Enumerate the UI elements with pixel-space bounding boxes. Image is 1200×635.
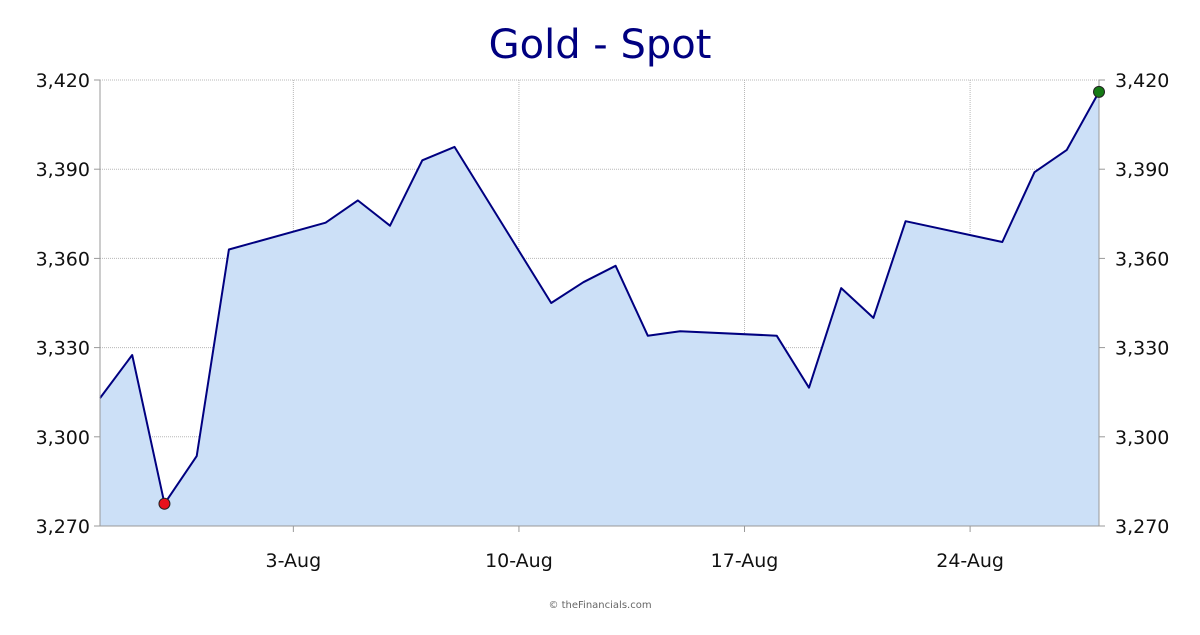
chart-title: Gold - Spot	[489, 22, 712, 68]
y-tick-label-left: 3,390	[36, 159, 90, 181]
y-tick-label-right: 3,270	[1115, 516, 1169, 538]
data-point	[421, 159, 423, 161]
x-tick-label: 17-Aug	[711, 550, 779, 572]
data-point	[808, 387, 810, 389]
y-tick-label-left: 3,330	[36, 338, 90, 360]
data-point	[228, 248, 230, 250]
data-point	[131, 354, 133, 356]
x-tick-label: 24-Aug	[936, 550, 1004, 572]
plot-frame	[94, 79, 1105, 532]
data-point	[550, 302, 552, 304]
data-point	[582, 281, 584, 283]
data-point	[325, 222, 327, 224]
data-point	[647, 335, 649, 337]
data-point	[1066, 149, 1068, 151]
high-marker	[1093, 85, 1105, 98]
credit-text: © theFinancials.com	[548, 600, 651, 611]
data-point	[615, 265, 617, 267]
y-tick-label-right: 3,300	[1115, 427, 1169, 449]
data-point	[357, 199, 359, 201]
data-point	[453, 146, 455, 148]
y-tick-label-left: 3,420	[36, 70, 90, 92]
series-area-fill	[100, 91, 1099, 527]
y-tick-label-left: 3,300	[36, 427, 90, 449]
area-fill-layer	[100, 91, 1099, 527]
marker-layer	[158, 85, 1105, 510]
data-point	[1034, 171, 1036, 173]
y-tick-label-left: 3,360	[36, 248, 90, 270]
y-tick-label-right: 3,420	[1115, 70, 1169, 92]
data-point	[196, 455, 198, 457]
data-point	[1001, 241, 1003, 243]
data-point	[679, 330, 681, 332]
x-tick-label: 3-Aug	[266, 550, 322, 572]
y-tick-label-left: 3,270	[36, 516, 90, 538]
data-point	[872, 317, 874, 319]
tick-label-layer: 3,270 3,270 3,300 3,300 3,330 3,330 3,360 3,360…	[36, 70, 1170, 572]
data-point	[905, 220, 907, 222]
y-tick-label-right: 3,390	[1115, 159, 1169, 181]
y-tick-label-right: 3,330	[1115, 338, 1169, 360]
x-tick-label: 10-Aug	[485, 550, 553, 572]
data-point	[389, 225, 391, 227]
y-tick-label-right: 3,360	[1115, 248, 1169, 270]
low-marker	[158, 497, 171, 510]
data-point	[776, 335, 778, 337]
series-line	[99, 91, 1100, 505]
data-point	[840, 287, 842, 289]
